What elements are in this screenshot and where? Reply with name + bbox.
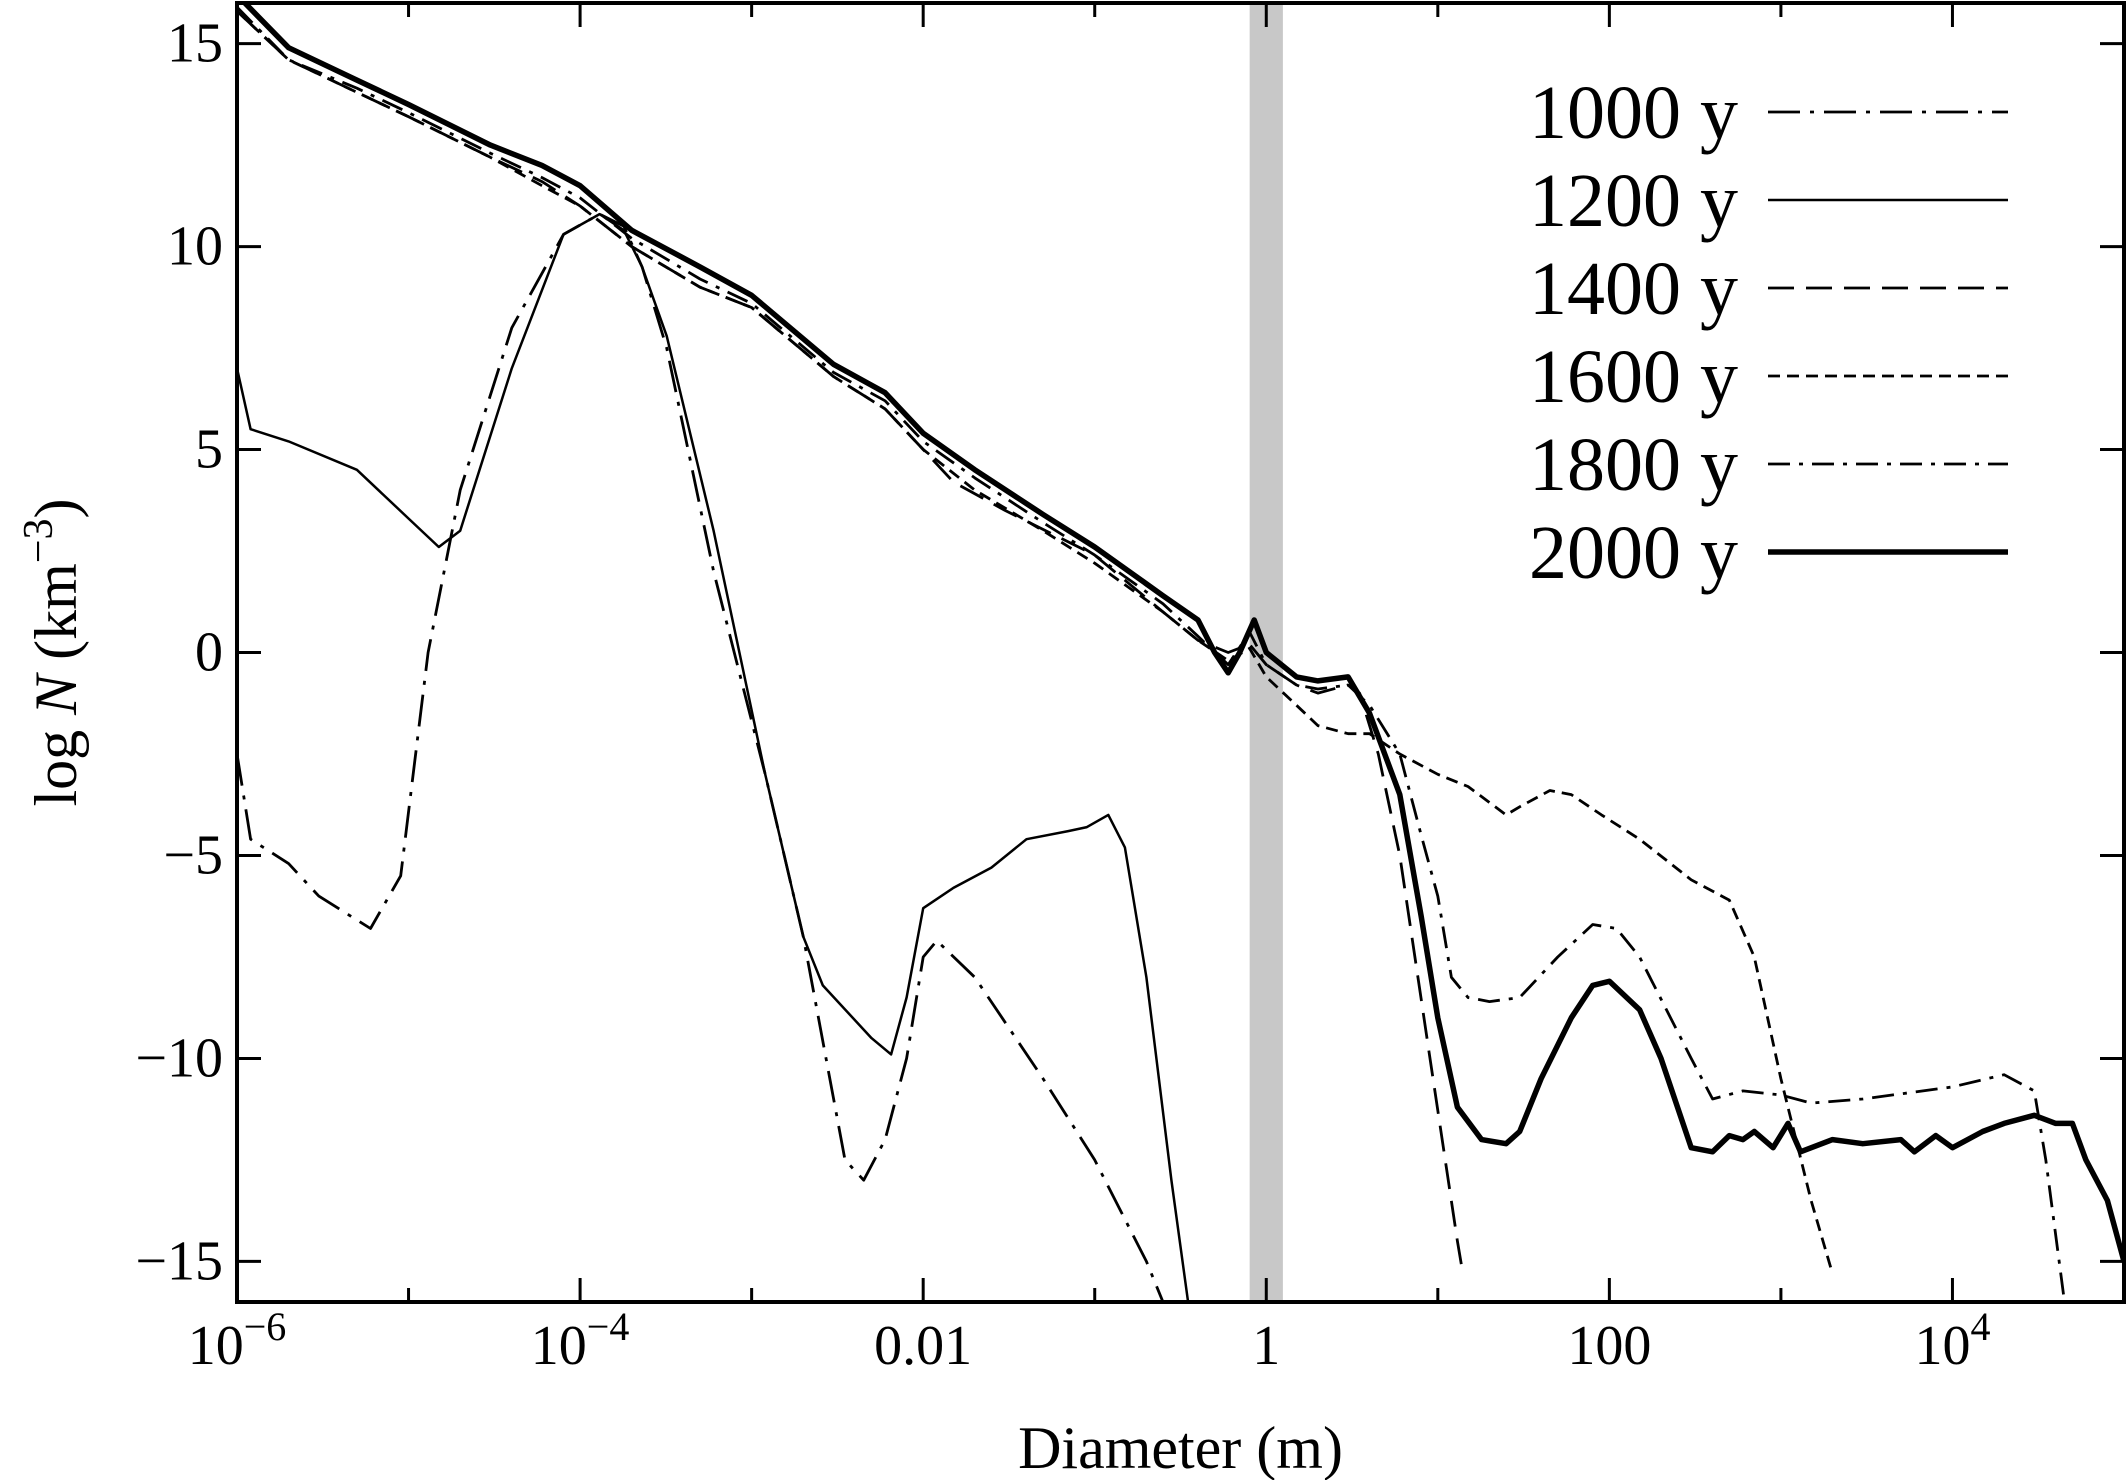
series-line-1200-y — [237, 212, 1190, 1302]
x-tick-label: 104 — [1914, 1304, 1990, 1377]
legend-label: 1600 y — [1529, 335, 1738, 419]
series-line-1000-y — [237, 212, 1165, 1302]
series-line-2000-y — [241, 3, 2124, 1263]
y-tick-label: 5 — [195, 419, 223, 481]
axes-layer: 10−6 10−4 0.01 1 100 104 15 10 5 0 −5 −10 −15 Diamete… — [16, 1, 2126, 1480]
y-axis-title: log N (km−3) — [16, 498, 89, 806]
x-tick-label: 10−4 — [531, 1304, 630, 1377]
x-tick-label: 100 — [1567, 1315, 1651, 1377]
legend-label: 1800 y — [1529, 423, 1738, 507]
x-tick-label: 1 — [1252, 1315, 1280, 1377]
series-layer — [237, 3, 2124, 1302]
plot-frame — [235, 1, 2126, 1304]
y-tick-label: 15 — [167, 13, 223, 75]
x-tick-label: 10−6 — [188, 1304, 287, 1377]
series-line-1800-y — [237, 6, 2066, 1302]
y-tick-label: −5 — [163, 824, 223, 886]
legend-label: 1000 y — [1529, 71, 1738, 155]
y-tick-label: −15 — [135, 1230, 223, 1292]
x-tick-label: 0.01 — [874, 1315, 972, 1377]
legend-label: 2000 y — [1529, 511, 1738, 595]
series-line-1600-y — [237, 10, 1834, 1274]
y-tick-label: 10 — [167, 216, 223, 278]
y-tick-label: 0 — [195, 622, 223, 684]
x-axis-title: Diameter (m) — [1018, 1415, 1343, 1480]
legend-label: 1400 y — [1529, 247, 1738, 331]
legend-label: 1200 y — [1529, 159, 1738, 243]
y-tick-label: −10 — [135, 1027, 223, 1089]
